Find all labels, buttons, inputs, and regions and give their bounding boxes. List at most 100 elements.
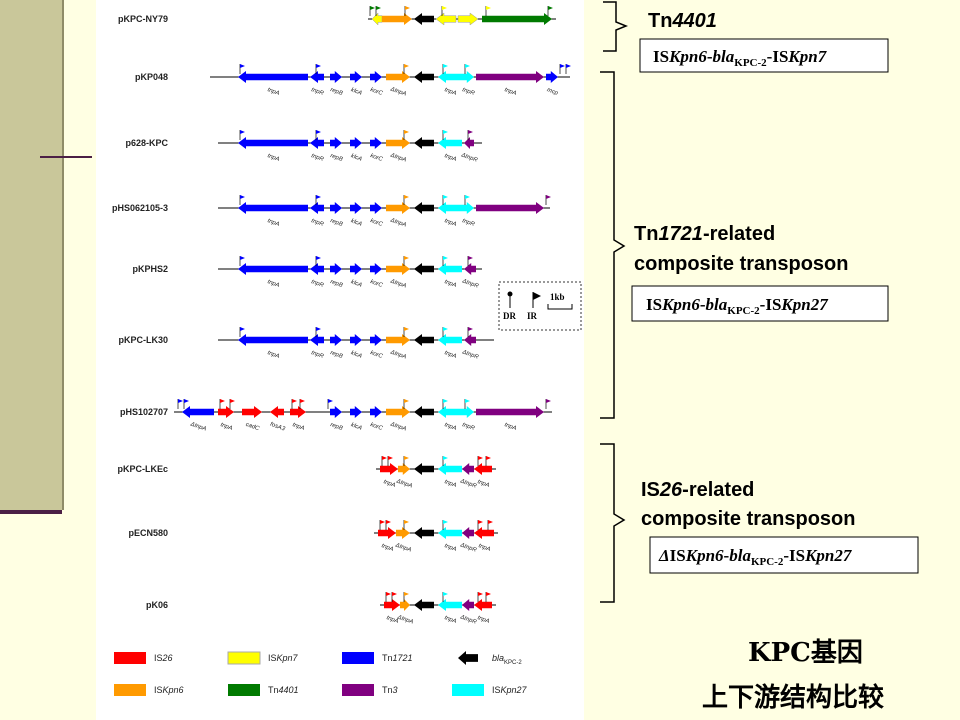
group-title-tn1721: Tn1721-related bbox=[634, 223, 775, 245]
ir-flag bbox=[443, 195, 448, 199]
ir-flag bbox=[443, 64, 448, 68]
gene-label: tnpA bbox=[444, 279, 458, 289]
caption-line1: KPC基因 bbox=[748, 638, 863, 668]
gene-label: ΔtnpR bbox=[459, 542, 478, 554]
dr-symbol-head bbox=[507, 291, 513, 297]
ir-flag bbox=[546, 195, 551, 199]
left-decor-edge bbox=[62, 0, 64, 510]
gene-label: tnpA bbox=[504, 87, 518, 97]
ir-flag bbox=[468, 256, 473, 260]
ir-flag bbox=[468, 130, 473, 134]
gene-arrow-tn1721 bbox=[310, 263, 324, 275]
gene-arrow-tn3 bbox=[462, 463, 474, 475]
ir-flag bbox=[316, 256, 321, 260]
legend-swatch bbox=[114, 652, 146, 664]
ir-flag bbox=[478, 456, 483, 460]
gene-arrow-iskpn6 bbox=[386, 137, 410, 149]
plasmid-row: pKPC-NY79 bbox=[118, 6, 556, 26]
scale-label: 1kb bbox=[550, 292, 565, 302]
gene-arrow-is26 bbox=[474, 599, 492, 611]
gene-label: tnpA bbox=[267, 279, 281, 289]
gene-label: repB bbox=[329, 218, 343, 228]
gene-arrow-tn1721 bbox=[370, 71, 382, 83]
gene-arrow-iskpn27 bbox=[438, 527, 462, 539]
gene-label: korC bbox=[369, 422, 384, 432]
gene-arrow-tn3 bbox=[464, 263, 476, 275]
gene-label: korC bbox=[369, 87, 384, 97]
gene-label: ΔtnpA bbox=[389, 349, 407, 361]
gene-arrow-tn1721 bbox=[238, 202, 308, 214]
scale-box: DR IR 1kb bbox=[498, 281, 582, 331]
gene-label: repB bbox=[329, 422, 343, 432]
gene-label: ΔtnpR bbox=[459, 478, 478, 490]
gene-arrow-iskpn27 bbox=[462, 406, 474, 418]
dr-label: DR bbox=[503, 311, 516, 321]
gene-label: tnpA bbox=[444, 543, 458, 553]
gene-arrow-iskpn6 bbox=[382, 13, 412, 25]
gene-arrow-tn1721 bbox=[238, 334, 308, 346]
gene-arrow-tn1721 bbox=[310, 71, 324, 83]
plasmid-row: pHS102707 ΔtnpA tnpA cadC fosA3 tnpA repB klcA k… bbox=[120, 399, 552, 433]
legend-swatch bbox=[228, 684, 260, 696]
gene-arrow-tn1721 bbox=[310, 202, 324, 214]
gene-arrow-tn1721 bbox=[238, 137, 308, 149]
gene-label: tnpA bbox=[444, 479, 458, 489]
legend-label: ISKpn6 bbox=[154, 685, 184, 695]
group-subtitle-tn1721: composite transposon bbox=[634, 253, 848, 275]
gene-arrow-tn1721 bbox=[370, 263, 382, 275]
gene-arrow-tn3 bbox=[462, 527, 474, 539]
formula-box-tn1721 bbox=[631, 285, 889, 322]
gene-arrow-tn3 bbox=[464, 334, 476, 346]
ir-flag bbox=[404, 195, 409, 199]
gene-arrow-iskpn27 bbox=[438, 406, 462, 418]
gene-arrow-tn1721 bbox=[350, 334, 362, 346]
ir-flag bbox=[486, 456, 491, 460]
legend-label: Tn3 bbox=[382, 685, 398, 695]
gene-arrow-blakpc-2 bbox=[414, 202, 434, 214]
gene-arrow-tn1721 bbox=[350, 71, 362, 83]
gene-label: tnpA bbox=[444, 87, 458, 97]
ir-flag bbox=[386, 592, 391, 596]
gene-label: tnpR bbox=[310, 218, 325, 228]
legend-label: IS26 bbox=[154, 653, 173, 663]
ir-flag bbox=[240, 130, 245, 134]
ir-symbol-flag bbox=[533, 292, 541, 300]
gene-label: korC bbox=[369, 350, 384, 360]
gene-arrow-iskpn6 bbox=[386, 334, 410, 346]
gene-label: tnpA bbox=[504, 422, 518, 432]
gene-arrow-iskpn7 bbox=[457, 12, 479, 26]
ir-flag bbox=[316, 64, 321, 68]
gene-label: tnpA bbox=[444, 350, 458, 360]
gene-label: klcA bbox=[350, 279, 363, 289]
gene-label: tnpA bbox=[444, 153, 458, 163]
caption-line2: 上下游结构比较 bbox=[702, 682, 884, 713]
plasmid-name: pKPC-NY79 bbox=[118, 14, 168, 24]
ir-flag bbox=[184, 399, 189, 403]
ir-flag bbox=[240, 195, 245, 199]
gene-label: ΔtnpA bbox=[394, 542, 412, 554]
legend-swatch bbox=[342, 652, 374, 664]
gene-label: ΔtnpA bbox=[389, 278, 407, 290]
ir-flag bbox=[566, 64, 571, 68]
ir-flag bbox=[443, 256, 448, 260]
ir-flag bbox=[382, 456, 387, 460]
ir-flag bbox=[220, 399, 225, 403]
gene-arrow-tn1721 bbox=[370, 137, 382, 149]
gene-label: ΔtnpA bbox=[189, 421, 207, 433]
gene-label: korC bbox=[369, 218, 384, 228]
legend-swatch-arrow bbox=[458, 651, 478, 665]
gene-label: fosA3 bbox=[269, 422, 286, 433]
legend-swatch bbox=[452, 684, 484, 696]
scale-box-frame bbox=[498, 281, 582, 331]
ir-flag bbox=[486, 592, 491, 596]
ir-flag bbox=[478, 520, 483, 524]
plasmid-name: pHS102707 bbox=[120, 407, 168, 417]
gene-arrow-iskpn27 bbox=[438, 599, 462, 611]
gene-label: ΔtnpA bbox=[389, 217, 407, 229]
gene-arrow-blakpc-2 bbox=[414, 263, 434, 275]
